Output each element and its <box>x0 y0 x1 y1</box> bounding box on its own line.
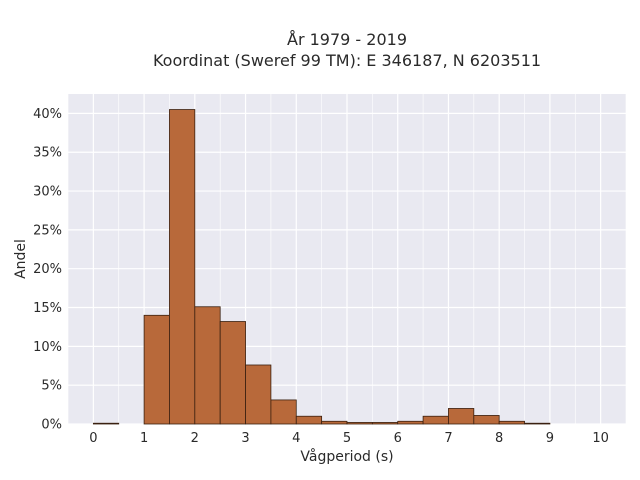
x-axis-label: Vågperiod (s) <box>300 448 393 465</box>
x-tick-label: 8 <box>495 431 503 446</box>
x-tick-label: 1 <box>140 431 148 446</box>
histogram-bar <box>92 422 120 425</box>
histogram-bar <box>473 415 500 425</box>
histogram-bar <box>295 415 323 425</box>
y-tick-label: 10% <box>33 340 62 355</box>
histogram-bar <box>143 314 170 425</box>
histogram-bar <box>498 420 525 425</box>
gridlines <box>67 94 627 425</box>
x-tick-label: 5 <box>343 431 351 446</box>
x-tick-label: 9 <box>546 431 554 446</box>
y-tick-label: 40% <box>33 107 62 122</box>
x-tick-label: 3 <box>241 431 249 446</box>
x-tick-label: 10 <box>592 431 609 446</box>
y-tick-label: 15% <box>33 301 62 316</box>
histogram-bar <box>321 420 348 425</box>
y-tick-label: 0% <box>41 418 62 433</box>
histogram-bar <box>422 415 449 425</box>
y-tick-label: 30% <box>33 185 62 200</box>
x-tick-label: 2 <box>191 431 199 446</box>
x-tick-label: 4 <box>292 431 300 446</box>
histogram-bar <box>524 422 551 425</box>
histogram-bar <box>371 422 399 425</box>
y-axis-label: Andel <box>13 239 29 279</box>
bars <box>92 109 551 425</box>
histogram-bar <box>448 408 475 425</box>
histogram-bar <box>194 306 221 425</box>
histogram-bar <box>346 422 373 425</box>
chart-title-line-2: Koordinat (Sweref 99 TM): E 346187, N 62… <box>153 51 541 70</box>
x-tick-label: 6 <box>394 431 402 446</box>
y-tick-label: 35% <box>33 146 62 161</box>
x-tick-labels: 0 1 2 3 4 5 6 7 8 9 10 <box>89 431 609 446</box>
histogram-bar <box>169 109 196 425</box>
chart-title-line-1: År 1979 - 2019 <box>287 30 407 49</box>
y-tick-label: 5% <box>41 379 62 394</box>
x-tick-label: 0 <box>89 431 97 446</box>
y-tick-label: 25% <box>33 223 62 238</box>
histogram-bar <box>397 420 424 425</box>
x-tick-label: 7 <box>444 431 452 446</box>
y-tick-label: 20% <box>33 262 62 277</box>
histogram-bar <box>270 399 297 425</box>
y-tick-labels: 0% 5% 10% 15% 20% 25% 30% 35% 40% <box>33 107 62 433</box>
histogram-bar <box>219 321 246 425</box>
histogram-bar <box>245 364 272 425</box>
